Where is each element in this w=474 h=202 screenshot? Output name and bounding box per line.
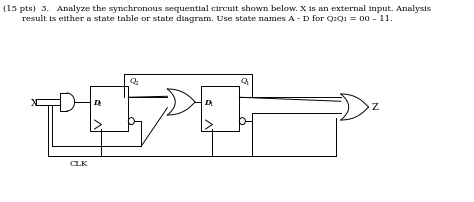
Text: (15 pts)  3.   Analyze the synchronous sequential circuit shown below. X is an e: (15 pts) 3. Analyze the synchronous sequ…	[2, 5, 430, 13]
Text: 2: 2	[98, 102, 101, 107]
Text: 1: 1	[209, 102, 212, 107]
Text: Q: Q	[240, 76, 246, 84]
Text: 1: 1	[246, 81, 249, 86]
Bar	[90, 87, 128, 131]
Text: Z: Z	[371, 103, 378, 112]
Text: D: D	[204, 98, 210, 106]
Text: X: X	[31, 98, 38, 107]
Text: CLK: CLK	[69, 159, 88, 167]
Text: 2: 2	[135, 81, 138, 86]
Text: Q: Q	[129, 76, 136, 84]
Bar	[201, 87, 239, 131]
Text: result is either a state table or state diagram. Use state names A - D for Q₂Q₁ : result is either a state table or state …	[22, 15, 392, 23]
Text: D: D	[93, 98, 100, 106]
